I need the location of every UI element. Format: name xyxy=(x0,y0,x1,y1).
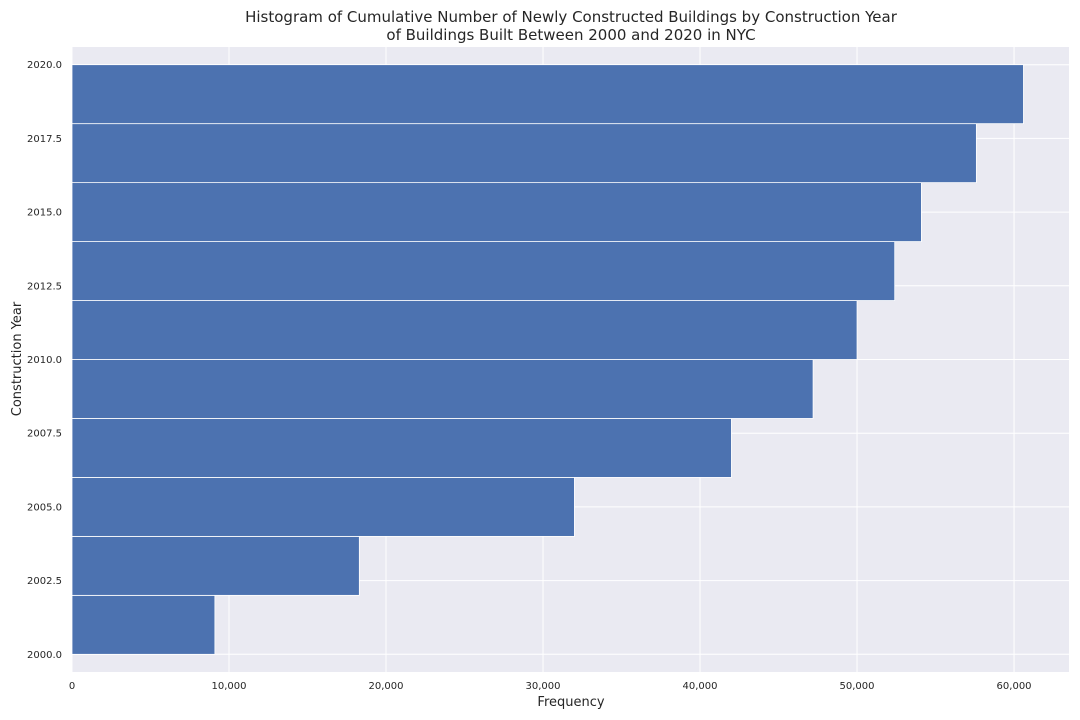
x-tick-label: 60,000 xyxy=(997,681,1032,692)
y-tick-label: 2020.0 xyxy=(27,60,62,71)
x-axis-label: Frequency xyxy=(537,695,604,710)
y-tick-label: 2015.0 xyxy=(27,208,62,219)
histogram-bar xyxy=(71,535,360,596)
histogram-bar xyxy=(71,477,575,537)
x-tick-label: 30,000 xyxy=(526,681,561,692)
y-axis-label: Construction Year xyxy=(10,301,25,416)
y-tick-label: 2012.5 xyxy=(27,281,62,292)
x-tick-label: 40,000 xyxy=(683,681,718,692)
chart-title-line-2: of Buildings Built Between 2000 and 2020… xyxy=(386,26,755,44)
y-tick-label: 2007.5 xyxy=(27,429,62,440)
x-axis-ticks: 0 10,000 20,000 30,000 40,000 50,000 60,000 xyxy=(69,681,1032,692)
histogram-bar xyxy=(71,300,858,360)
x-tick-label: 50,000 xyxy=(840,681,875,692)
x-tick-label: 10,000 xyxy=(212,681,247,692)
y-axis-ticks: 2000.0 2002.5 2005.0 2007.5 2010.0 2012.5 2015… xyxy=(27,60,62,661)
y-tick-label: 2017.5 xyxy=(27,134,62,145)
histogram-bar xyxy=(71,182,922,242)
chart-title-line-1: Histogram of Cumulative Number of Newly … xyxy=(245,8,898,26)
y-tick-label: 2002.5 xyxy=(27,576,62,587)
histogram-bar xyxy=(71,64,1024,125)
histogram-bar xyxy=(71,418,732,478)
histogram-bar xyxy=(71,594,216,655)
x-tick-label: 20,000 xyxy=(369,681,404,692)
histogram-bar xyxy=(71,241,896,301)
x-tick-label: 0 xyxy=(69,681,75,692)
y-tick-label: 2010.0 xyxy=(27,355,62,366)
y-tick-label: 2005.0 xyxy=(27,502,62,513)
bars xyxy=(71,64,1024,655)
histogram-bar xyxy=(71,123,977,184)
histogram-bar xyxy=(71,359,814,419)
y-tick-label: 2000.0 xyxy=(27,650,62,661)
